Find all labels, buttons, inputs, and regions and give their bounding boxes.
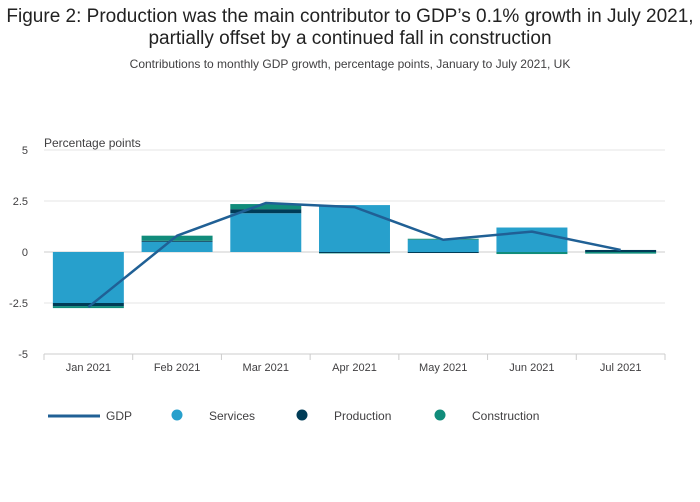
chart-title: Figure 2: Production was the main contri…: [6, 6, 694, 49]
y-tick-label: -2.5: [9, 298, 28, 310]
y-axis-title: Percentage points: [44, 136, 141, 150]
gdp-line-layer: [87, 201, 621, 309]
bar-production-3: [319, 252, 390, 254]
y-axis-ticks: 5 2.5 0 -2.5 -5: [9, 145, 28, 361]
x-tick-label: Mar 2021: [243, 362, 289, 374]
bar-construction-1: [141, 235, 213, 241]
x-tick-label: Jul 2021: [600, 362, 642, 374]
y-tick-label: 5: [22, 145, 28, 157]
x-tick-label: Jan 2021: [66, 362, 111, 374]
bar-production-0: [52, 303, 124, 307]
bar-services-4: [407, 239, 479, 252]
bar-construction-5: [496, 252, 568, 255]
legend-production-swatch: [296, 409, 308, 421]
bar-construction-2: [230, 204, 302, 210]
x-tick-label: Jun 2021: [509, 362, 554, 374]
legend-services-label: Services: [209, 409, 255, 423]
bar-services-1: [141, 241, 213, 252]
legend-services-swatch: [171, 409, 183, 421]
bar-production-2: [230, 209, 302, 214]
x-tick-label: Feb 2021: [154, 362, 200, 374]
legend-production-label: Production: [334, 409, 391, 423]
x-axis: Jan 2021 Feb 2021 Mar 2021 Apr 2021 May 2021…: [43, 353, 666, 374]
legend: GDP Services Production Construction: [48, 409, 539, 423]
bar-services-0: [52, 252, 124, 303]
bar-production-4: [407, 252, 479, 254]
bars: [52, 204, 657, 309]
bar-production-1: [141, 240, 213, 242]
bar-construction-0: [52, 306, 124, 309]
bar-services-3: [319, 205, 390, 252]
y-tick-label: -5: [18, 349, 28, 361]
legend-gdp-label: GDP: [106, 409, 132, 423]
bar-construction-6: [585, 252, 657, 254]
legend-construction-label: Construction: [472, 409, 539, 423]
x-tick-label: May 2021: [419, 362, 467, 374]
y-tick-label: 2.5: [13, 196, 28, 208]
x-tick-label: Apr 2021: [332, 362, 377, 374]
y-tick-label: 0: [22, 247, 28, 259]
chart-subtitle: Contributions to monthly GDP growth, per…: [129, 57, 571, 71]
gdp-line: [87, 201, 621, 309]
bar-production-6: [585, 249, 657, 252]
bar-services-2: [230, 213, 302, 252]
legend-construction-swatch: [434, 409, 446, 421]
